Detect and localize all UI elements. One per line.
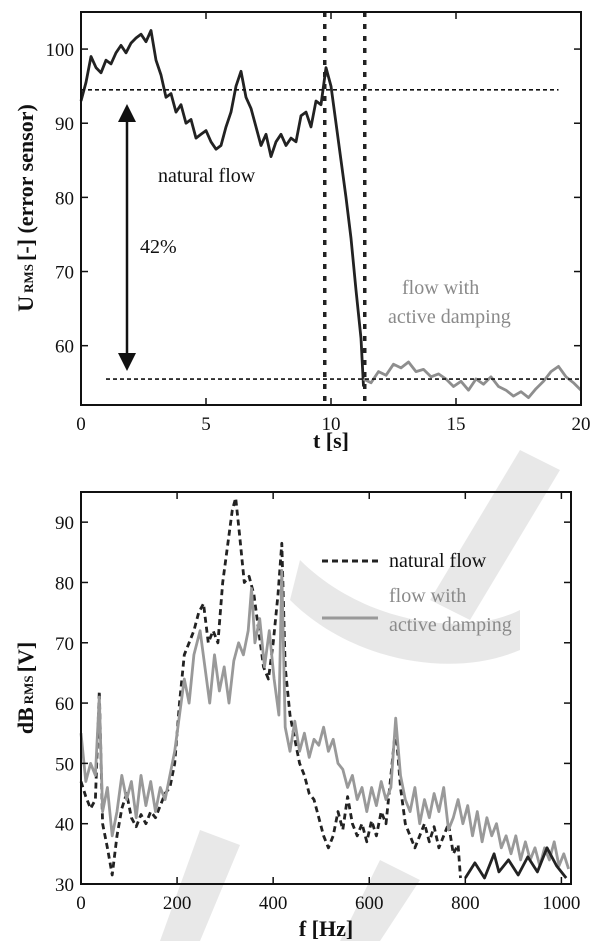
top-series-group xyxy=(79,29,582,399)
reduction-label: 42% xyxy=(140,236,177,258)
bottom-x-tick-label: 1000 xyxy=(542,893,580,914)
bottom-chart: 0 200 400 600 800 1000 30 40 50 60 70 80 90 natural… xyxy=(13,491,580,941)
bottom-y-label-rest: [V] xyxy=(13,642,38,673)
top-y-label-rest: [-] (error sensor) xyxy=(13,104,38,261)
top-x-tick-label: 15 xyxy=(447,414,466,435)
bottom-x-tick-label: 400 xyxy=(259,893,288,914)
bottom-x-ticks: 0 200 400 600 800 1000 xyxy=(76,492,580,914)
top-x-tick-label: 0 xyxy=(76,414,86,435)
top-y-tick-label: 70 xyxy=(55,263,74,284)
watermark xyxy=(160,450,560,941)
legend-label-damped-line2: active damping xyxy=(389,614,512,636)
bottom-y-tick-label: 90 xyxy=(55,513,74,534)
damped-annotation-line2: active damping xyxy=(388,306,511,328)
bottom-series-line-0 xyxy=(79,496,462,879)
bottom-series-line-1 xyxy=(79,569,570,870)
reduction-arrow xyxy=(118,104,136,371)
legend-label-damped-line1: flow with xyxy=(389,585,466,607)
bottom-y-tick-label: 40 xyxy=(55,815,74,836)
legend-label-natural: natural flow xyxy=(389,550,487,572)
top-y-tick-label: 80 xyxy=(55,188,74,209)
bottom-y-tick-label: 80 xyxy=(55,573,74,594)
bottom-x-tick-label: 0 xyxy=(76,893,86,914)
bottom-y-axis-label: dB RMS [V] xyxy=(13,642,38,734)
top-x-tick-label: 20 xyxy=(572,414,591,435)
top-plot-frame xyxy=(80,11,582,406)
bottom-series-group xyxy=(79,496,570,880)
bottom-x-tick-label: 800 xyxy=(451,893,480,914)
top-y-label-sub: RMS xyxy=(21,264,36,293)
bottom-y-ticks: 30 40 50 60 70 80 90 xyxy=(55,513,571,896)
bottom-plot-frame xyxy=(80,491,572,885)
top-y-label-main: U xyxy=(13,296,38,312)
top-chart: 0 5 10 15 20 60 70 80 90 100 42% natural flow fl… xyxy=(13,11,591,453)
top-y-tick-label: 90 xyxy=(55,114,74,135)
bottom-y-tick-label: 30 xyxy=(55,875,74,896)
bottom-y-label-main: dB xyxy=(13,707,38,734)
top-x-axis-label: t [s] xyxy=(313,428,349,453)
bottom-y-tick-label: 50 xyxy=(55,754,74,775)
damped-annotation-line1: flow with xyxy=(402,277,479,299)
natural-flow-annotation: natural flow xyxy=(158,165,256,187)
bottom-x-tick-label: 600 xyxy=(355,893,384,914)
top-y-ticks: 60 70 80 90 100 xyxy=(46,40,581,358)
top-y-tick-label: 60 xyxy=(55,337,74,358)
top-reference-lines xyxy=(81,12,581,405)
top-series-line-1 xyxy=(362,360,582,399)
bottom-x-axis-label: f [Hz] xyxy=(299,916,353,941)
bottom-series-line-2 xyxy=(464,846,568,880)
top-y-tick-label: 100 xyxy=(46,40,75,61)
bottom-y-tick-label: 60 xyxy=(55,694,74,715)
top-x-tick-label: 5 xyxy=(201,414,211,435)
top-x-ticks: 0 5 10 15 20 xyxy=(76,12,591,435)
top-y-axis-label: U RMS [-] (error sensor) xyxy=(13,104,38,312)
top-x-tick-label: 10 xyxy=(322,414,341,435)
bottom-y-label-sub: RMS xyxy=(21,675,36,704)
bottom-legend: natural flow flow with active damping xyxy=(322,550,512,636)
bottom-y-tick-label: 70 xyxy=(55,634,74,655)
bottom-x-tick-label: 200 xyxy=(163,893,192,914)
top-series-line-0 xyxy=(79,29,365,387)
